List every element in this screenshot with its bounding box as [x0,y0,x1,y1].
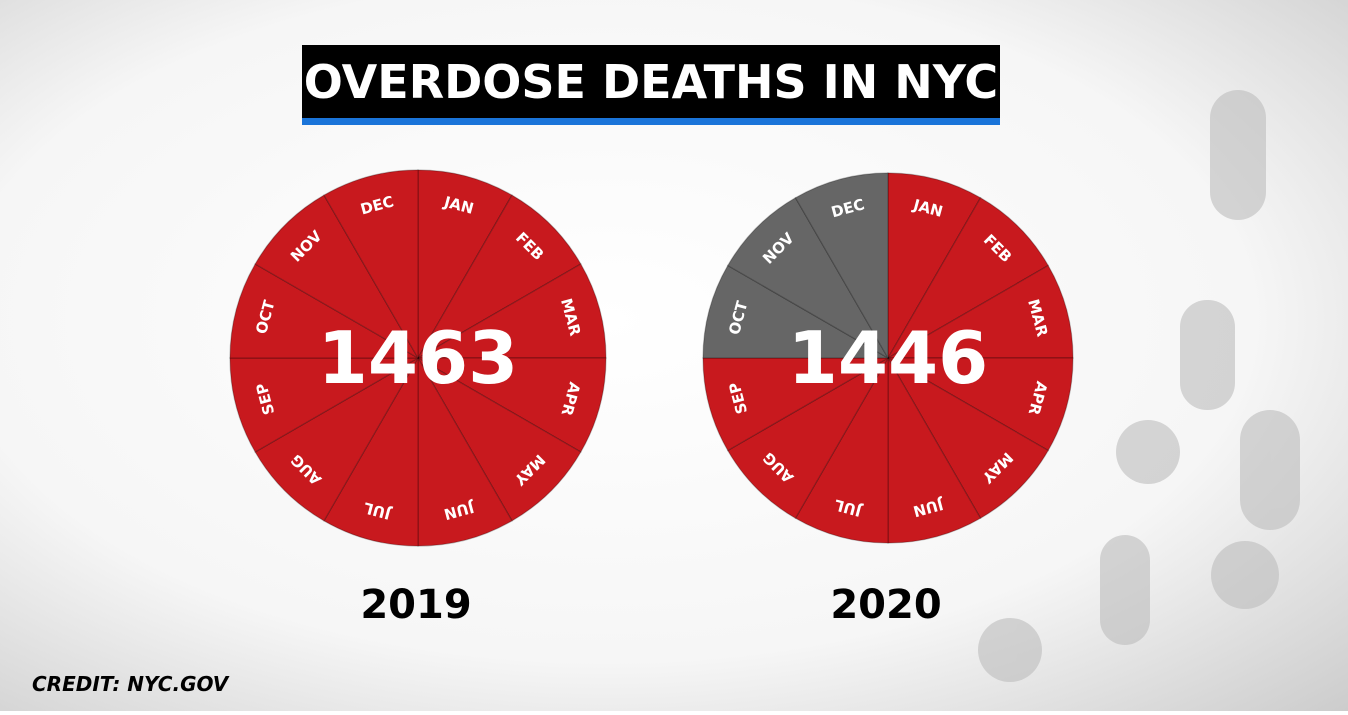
month-segment [416,194,582,360]
month-segment [417,355,513,547]
pill-decoration [978,90,1300,682]
month-segment [417,169,513,361]
month-segment [702,264,891,359]
title-bar [302,118,1000,125]
year: 2020 [830,582,941,628]
title-box [302,45,1000,118]
month-segment [323,355,419,547]
month-segment [794,355,889,544]
month-segment [886,356,1050,520]
month-segment [885,264,1074,359]
month-segment [415,357,607,453]
month-segment [726,356,890,520]
total: 1463 [318,316,518,400]
month-segment [416,356,582,522]
month-segment [886,196,1050,360]
month-segment [794,172,889,361]
month-segment [254,356,420,522]
month-segment [415,263,607,359]
year: 2019 [360,582,471,628]
month-segment [887,355,982,544]
month-segment [887,172,982,361]
month-segment [323,169,419,361]
month-segment [229,263,421,359]
month-segment [726,196,890,360]
credit: CREDIT: NYC.GOV [32,672,230,696]
total: 1446 [788,316,988,400]
title: OVERDOSE DEATHS IN NYC [304,55,998,109]
month-segment [702,357,891,452]
month-segment [885,357,1074,452]
month-segment [229,357,421,453]
month-segment [254,194,420,360]
